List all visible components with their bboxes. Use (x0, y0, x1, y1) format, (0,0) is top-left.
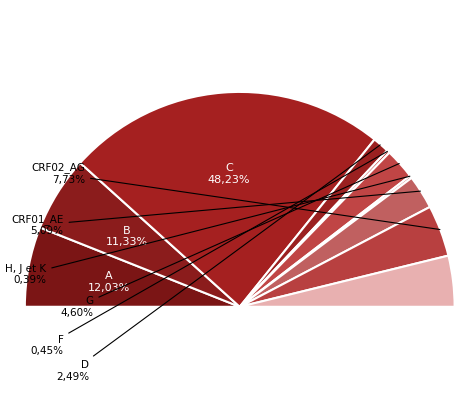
Wedge shape (239, 176, 411, 307)
Wedge shape (239, 256, 454, 307)
Wedge shape (239, 207, 447, 307)
Wedge shape (239, 150, 389, 307)
Text: CRF01_AE
5,09%: CRF01_AE 5,09% (11, 191, 420, 237)
Wedge shape (239, 178, 429, 307)
Text: Autres CRF et URF
7,66%: Autres CRF et URF 7,66% (0, 402, 1, 403)
Text: H, J et K
0,39%: H, J et K 0,39% (5, 176, 409, 285)
Text: B
11,33%: B 11,33% (105, 226, 147, 247)
Wedge shape (40, 163, 239, 307)
Text: A
12,03%: A 12,03% (87, 271, 130, 293)
Wedge shape (25, 228, 239, 307)
Wedge shape (80, 92, 374, 307)
Wedge shape (239, 139, 386, 307)
Text: C
48,23%: C 48,23% (207, 163, 250, 185)
Text: F
0,45%: F 0,45% (30, 152, 387, 356)
Text: G
4,60%: G 4,60% (61, 164, 398, 318)
Text: D
2,49%: D 2,49% (56, 145, 379, 382)
Wedge shape (239, 153, 409, 307)
Text: CRF02_AG
7,73%: CRF02_AG 7,73% (31, 162, 439, 230)
